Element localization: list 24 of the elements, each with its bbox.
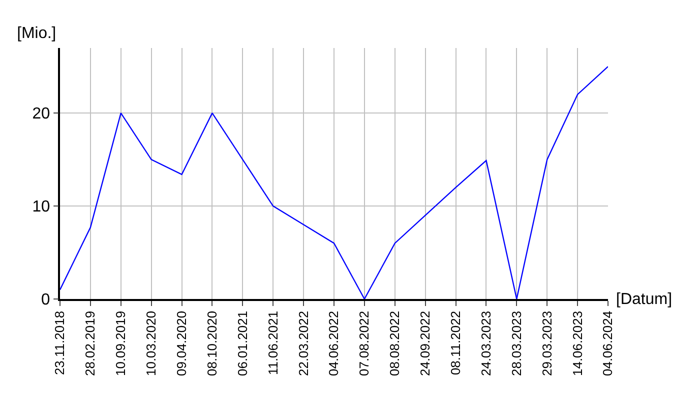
x-tick-label: 28.03.2023 <box>508 310 524 376</box>
x-tick-label: 28.02.2019 <box>82 310 98 376</box>
x-tick-label: 10.09.2019 <box>113 310 128 376</box>
x-axis-title: [Datum] <box>616 291 672 308</box>
x-tick-label: 08.10.2020 <box>204 310 220 376</box>
x-tick-label: 04.06.2022 <box>326 310 342 376</box>
x-tick-label: 29.03.2023 <box>539 310 554 376</box>
x-tick-label: 11.06.2021 <box>265 310 280 376</box>
y-tick-label: 20 <box>32 106 50 123</box>
x-tick-label: 09.04.2020 <box>174 310 190 376</box>
y-tick-label: 0 <box>41 292 50 309</box>
x-tick-label: 24.03.2023 <box>478 310 494 376</box>
x-tick-label: 06.01.2021 <box>234 310 250 376</box>
y-tick-label: 10 <box>32 198 50 216</box>
x-tick-label: 07.08.2022 <box>356 310 372 376</box>
x-tick-label: 04.06.2024 <box>600 310 616 376</box>
x-tick-label: 22.03.2022 <box>296 310 311 376</box>
x-tick-label: 23.11.2018 <box>52 310 68 376</box>
x-tick-label: 24.09.2022 <box>418 310 433 376</box>
x-tick-label: 14.06.2023 <box>570 310 585 376</box>
x-tick-label: 10.03.2020 <box>144 310 159 376</box>
y-axis-title: [Mio.] <box>17 25 56 42</box>
x-tick-label: 08.11.2022 <box>448 310 464 376</box>
x-tick-label: 08.08.2022 <box>387 310 402 376</box>
